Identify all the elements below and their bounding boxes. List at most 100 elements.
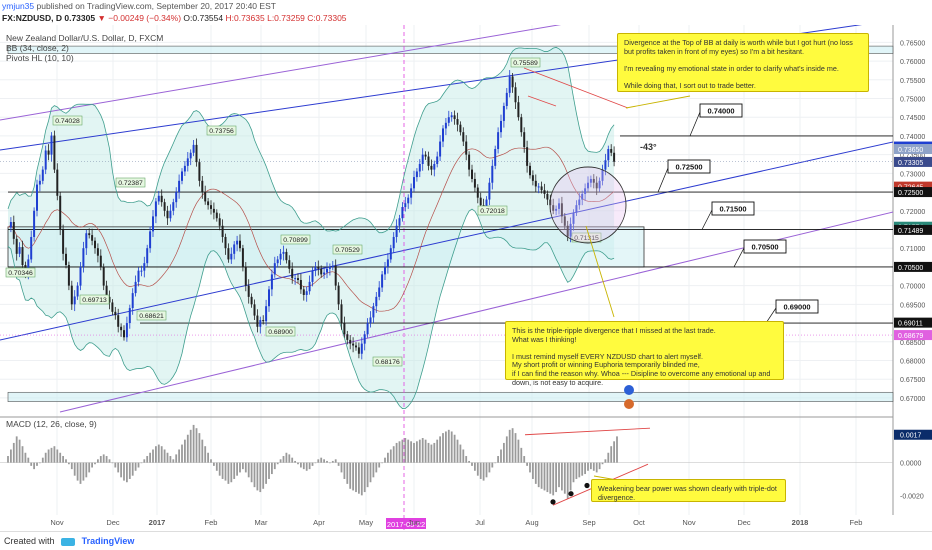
macd-bar (558, 462, 560, 488)
macd-tick: -0.0020 (900, 493, 924, 500)
macd-bar (282, 456, 285, 463)
macd-bar (398, 441, 401, 463)
macd-bar (302, 462, 305, 470)
macd-bar (239, 462, 241, 473)
macd-bar (526, 462, 528, 466)
candle-body (401, 207, 404, 219)
macd-bar (297, 462, 299, 465)
candle-body (578, 199, 581, 206)
macd-bar (308, 462, 311, 470)
candle-body (108, 296, 111, 303)
candle-body (520, 117, 523, 133)
pivot-label: 0.69713 (82, 297, 107, 304)
macd-bar (221, 462, 224, 479)
macd-bar (375, 462, 378, 473)
macd-bar (108, 459, 111, 463)
candle-body (471, 169, 473, 179)
candle-body (407, 197, 410, 204)
macd-bar (233, 462, 236, 479)
candle-body (192, 144, 195, 153)
note-bottom[interactable]: Weakening bear power was shown clearly w… (591, 479, 786, 502)
candle-body (523, 132, 526, 148)
note-middle[interactable]: This is the triple-ripple divergence tha… (505, 321, 784, 386)
candle-body (236, 240, 239, 245)
macd-bar (331, 460, 334, 463)
macd-bar (555, 462, 557, 493)
macd-bar (291, 457, 294, 463)
symbol-info: FX:NZDUSD, D 0.73305 ▼ −0.00249 (−0.34%)… (2, 13, 347, 25)
candle-body (160, 195, 163, 203)
macd-bar (433, 442, 436, 463)
footer-brand[interactable]: TradingView (81, 536, 135, 546)
pivot-box (79, 294, 110, 305)
macd-bar (250, 462, 253, 483)
candle-body (476, 187, 479, 198)
macd-bar (334, 459, 337, 463)
candle-body (456, 119, 459, 125)
macd-bar (549, 462, 552, 494)
candle-body (598, 180, 601, 189)
candle-body (152, 216, 154, 232)
chart-canvas[interactable]: 0.74000 0.72500 0.71500 0.70500 0.69000 0.74… (0, 25, 932, 531)
candle-body (421, 154, 424, 164)
macd-bar (268, 462, 270, 479)
level-callout (711, 201, 755, 216)
candle-body (9, 222, 12, 228)
candlestick-series (9, 70, 616, 360)
candle-body (505, 92, 508, 106)
macd-bar (39, 462, 41, 464)
macd-bar (117, 462, 120, 473)
candle-body (360, 343, 363, 354)
macd-bar (363, 462, 366, 493)
macd-bar (482, 462, 485, 481)
price-tag (894, 187, 932, 198)
macd-bar (311, 462, 314, 466)
author-link[interactable]: ymjun35 (2, 1, 35, 11)
note-top[interactable]: Divergence at the Top of BB at daily is … (617, 33, 869, 92)
note-pointer (585, 225, 615, 318)
candle-body (250, 296, 253, 305)
symbol-label: FX:NZDUSD, D (2, 13, 62, 23)
candle-body (30, 236, 33, 260)
macd-bar (175, 454, 178, 463)
macd-bar (111, 462, 114, 464)
candle-body (227, 248, 230, 260)
candle-body (297, 278, 299, 281)
macd-bar (253, 462, 256, 488)
macd-bar (474, 462, 476, 471)
candle-body (323, 272, 326, 275)
candle-body (212, 208, 215, 213)
macd-bar (407, 439, 410, 463)
candle-body (413, 177, 415, 189)
macd-bar (62, 456, 64, 463)
candle-body (587, 182, 589, 189)
macd-bar (479, 462, 482, 479)
price-tag (894, 261, 932, 272)
macd-bar (227, 462, 230, 484)
candle-body (459, 124, 462, 133)
candle-body (491, 165, 494, 183)
last-price: 0.73305 (64, 13, 96, 23)
macd-bar (279, 459, 282, 463)
macd-bar (418, 439, 421, 463)
candle-body (59, 195, 62, 230)
candle-body (241, 248, 244, 267)
candle-body (384, 266, 386, 275)
macd-bar (601, 462, 604, 465)
candle-body (604, 160, 607, 170)
price-tag-text: 0.69011 (898, 321, 923, 328)
macd-bar (511, 428, 514, 463)
candle-body (273, 263, 276, 275)
candle-body (555, 208, 558, 211)
macd-bar (534, 462, 537, 484)
macd-bar (598, 462, 601, 470)
time-tick: 2017 (149, 518, 166, 527)
macd-bar (355, 462, 357, 493)
macd-bar (276, 462, 279, 465)
macd-bar (68, 462, 70, 465)
macd-bar (401, 439, 404, 463)
macd-bar (215, 462, 218, 471)
candle-body (581, 193, 584, 200)
macd-bar (595, 462, 598, 473)
candle-body (395, 225, 398, 237)
